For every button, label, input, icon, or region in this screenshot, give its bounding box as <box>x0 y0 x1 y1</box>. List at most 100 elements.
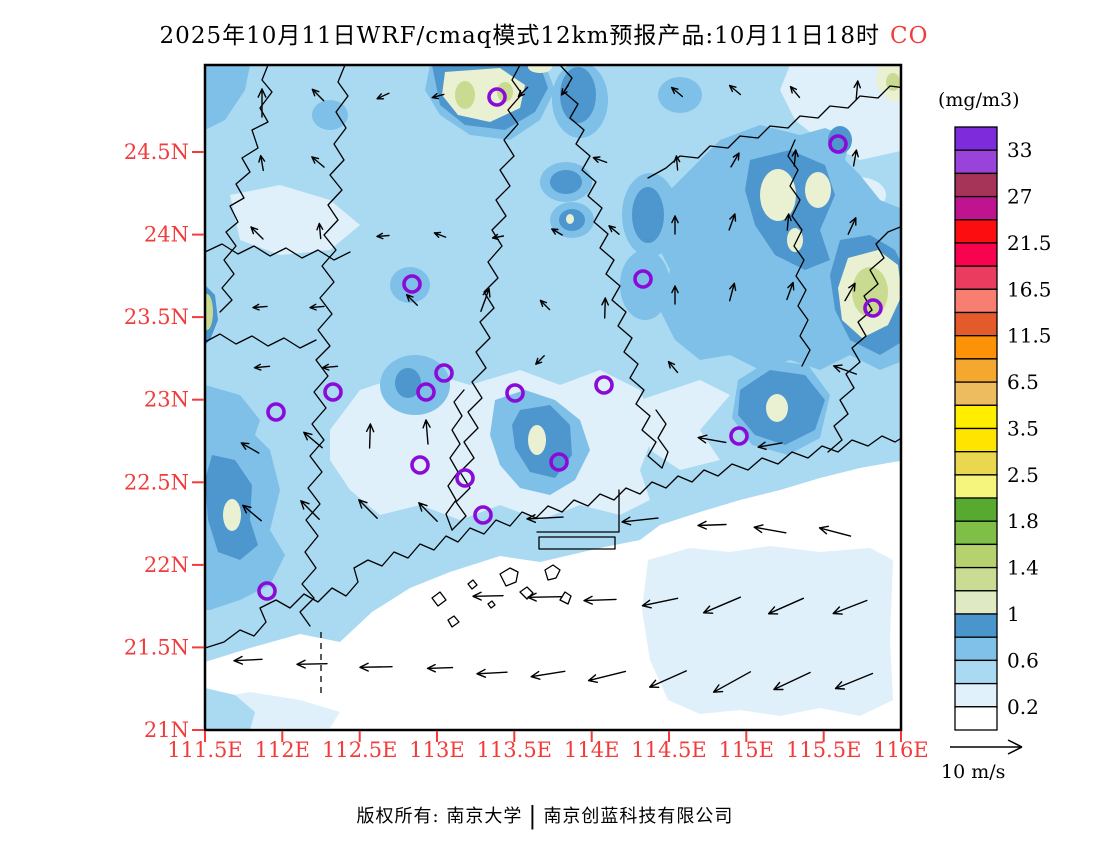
wind-arrow <box>316 222 324 240</box>
wind-arrow <box>359 662 393 672</box>
station-marker <box>455 468 475 488</box>
lat-tick-label: 23.5N <box>124 305 189 329</box>
wind-arrow <box>491 233 505 241</box>
colorbar-segment <box>954 172 998 198</box>
wind-reference-arrow <box>950 739 1023 755</box>
boundary-east-coastal-spur <box>655 409 669 469</box>
station-marker <box>416 382 436 402</box>
wind-arrow <box>535 355 545 365</box>
wind-arrow <box>697 520 727 530</box>
wind-reference-label: 10 m/s <box>941 761 1005 783</box>
colorbar-tick-label: 3.5 <box>1007 417 1039 441</box>
boundary-central <box>451 65 523 531</box>
station-marker <box>863 298 883 318</box>
colorbar-tick-label: 11.5 <box>1007 324 1052 348</box>
wind-arrow <box>753 524 787 534</box>
boundary-ne-ridge <box>647 85 901 179</box>
boundary-ne-diagonal <box>559 65 663 469</box>
colorbar-segment <box>954 335 998 360</box>
station-marker <box>828 134 848 154</box>
wind-arrow <box>303 431 323 449</box>
colorbar-segment <box>954 543 998 569</box>
wind-arrow <box>526 514 564 523</box>
lon-tick-label: 111.5E <box>167 738 242 762</box>
station-marker <box>266 402 286 422</box>
colorbar-tick-label: 16.5 <box>1007 277 1052 301</box>
wind-arrow <box>671 215 679 235</box>
wind-arrow <box>851 149 859 167</box>
wind-arrow <box>250 226 264 240</box>
wind-arrow <box>300 500 320 520</box>
colorbar-segment <box>954 358 998 383</box>
wind-arrow <box>844 282 856 302</box>
wind-vector-field <box>233 80 874 693</box>
colorbar-tick-label: 0.2 <box>1007 695 1039 719</box>
colorbar-segment <box>954 195 998 221</box>
wind-arrow <box>376 232 390 240</box>
station-markers <box>257 87 883 601</box>
figure-title-main: 2025年10月11日WRF/cmaq模式12km预报产品:10月11日18时 <box>160 23 880 49</box>
wind-arrow <box>832 599 868 615</box>
station-marker <box>323 382 343 402</box>
boundary-west-h2 <box>205 333 317 349</box>
wind-arrow <box>847 217 857 235</box>
hk-inset-box <box>536 489 620 550</box>
colorbar-tick-label: 27 <box>1007 185 1032 209</box>
colorbar-segment <box>954 427 998 453</box>
wind-arrow <box>784 213 792 231</box>
station-marker <box>729 426 749 446</box>
wind-arrow <box>309 303 325 311</box>
station-marker <box>633 269 653 289</box>
lon-tick-label: 112E <box>255 738 310 762</box>
wind-arrow <box>583 595 617 605</box>
wind-reference-legend: 10 m/s <box>941 739 1023 783</box>
wind-arrow <box>433 231 447 238</box>
colorbar-segment <box>954 311 998 337</box>
lon-tick-label: 114E <box>564 738 619 762</box>
colorbar-segment <box>954 659 998 685</box>
colorbar-tick-label: 0.6 <box>1007 648 1039 672</box>
colorbar-segment <box>954 404 998 430</box>
colorbar-segment <box>954 682 998 708</box>
wind-arrow <box>767 597 805 615</box>
sea-pale-patch-east <box>642 546 893 716</box>
wind-arrow <box>833 364 857 375</box>
colorbar-segment <box>954 566 998 592</box>
wind-arrow <box>560 84 570 96</box>
colorbar-tick-label: 21.5 <box>1007 231 1052 255</box>
lat-tick-label: 21N <box>144 718 189 742</box>
colorbar: 33 27 21.5 16.5 11.5 6.5 3.5 2.5 1.8 1.4 1 0.6 0.2 <box>954 126 1052 731</box>
colorbar-segment <box>954 219 998 244</box>
wind-arrow <box>426 663 454 673</box>
wind-arrow <box>791 149 799 167</box>
wind-arrow <box>252 303 268 311</box>
colorbar-tick-label: 33 <box>1007 138 1032 162</box>
colorbar-tick-label: 6.5 <box>1007 370 1039 394</box>
wind-arrow <box>476 668 508 678</box>
colorbar-tick-label: 1 <box>1007 602 1020 626</box>
wind-arrow <box>712 671 752 693</box>
colorbar-segment <box>954 288 998 314</box>
wind-arrow <box>728 84 742 96</box>
colorbar-segment <box>954 149 998 175</box>
colorbar-segment <box>954 451 998 476</box>
wind-arrow <box>242 504 262 522</box>
wind-arrow <box>649 670 687 688</box>
wind-arrow <box>786 281 795 301</box>
wind-arrow <box>729 282 737 302</box>
wind-arrow <box>527 592 563 602</box>
colorbar-tick-label: 1.4 <box>1007 556 1039 580</box>
sea-corner-light <box>205 688 255 730</box>
wind-arrow <box>296 659 328 669</box>
station-marker <box>505 383 525 403</box>
longitude-axis: 111.5E 112E 112.5E 113E 113.5E 114E 114.5E 115E… <box>167 731 929 762</box>
figure-title: 2025年10月11日WRF/cmaq模式12km预报产品:10月11日18时 C… <box>160 23 929 49</box>
colorbar-segment <box>954 613 998 638</box>
lat-tick-label: 22.5N <box>124 470 189 494</box>
wind-arrow <box>480 288 491 312</box>
latitude-axis: 24.5N 24N 23.5N 23N 22.5N 22N 21.5N 21N <box>124 140 204 742</box>
lat-tick-label: 23N <box>144 388 189 412</box>
wind-arrow <box>422 419 431 445</box>
station-marker <box>257 581 277 601</box>
